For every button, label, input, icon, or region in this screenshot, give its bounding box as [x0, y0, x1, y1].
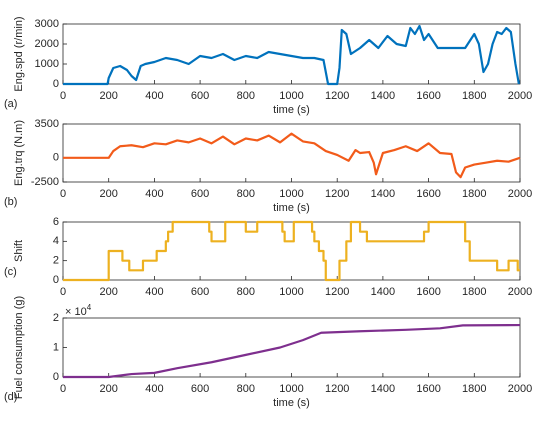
- x-tick-label: 0: [60, 383, 66, 395]
- x-tick-label: 1400: [371, 90, 395, 102]
- x-tick-label: 800: [237, 188, 255, 200]
- x-tick-label: 1200: [325, 188, 349, 200]
- data-line: [63, 220, 520, 282]
- y-tick-label: 2: [53, 255, 59, 267]
- y-scale-power: 4: [87, 303, 92, 312]
- x-tick-label: 1200: [325, 286, 349, 298]
- panel-label: (b): [4, 196, 17, 208]
- x-tick-label: 1800: [462, 90, 486, 102]
- x-tick-label: 600: [191, 383, 209, 395]
- x-tick-label: 1600: [416, 286, 440, 298]
- x-tick-label: 1600: [416, 90, 440, 102]
- x-tick-label: 800: [237, 90, 255, 102]
- x-axis-label: time (s): [273, 104, 310, 116]
- x-axis-label: time (s): [273, 397, 310, 409]
- x-tick-label: 1000: [279, 90, 303, 102]
- y-tick-label: 0: [53, 371, 59, 383]
- panel-label: (c): [4, 266, 17, 278]
- x-tick-label: 400: [145, 383, 163, 395]
- x-tick-label: 1400: [371, 383, 395, 395]
- y-tick-label: 1000: [35, 58, 59, 70]
- y-tick-label: 6: [53, 216, 59, 228]
- x-tick-label: 400: [145, 286, 163, 298]
- y-tick-label: -2500: [31, 176, 59, 188]
- y-scale-label: × 104: [65, 303, 92, 318]
- x-tick-label: 1000: [279, 286, 303, 298]
- x-tick-label: 400: [145, 90, 163, 102]
- x-tick-label: 1200: [325, 383, 349, 395]
- x-tick-label: 200: [100, 90, 118, 102]
- y-tick-label: 0: [53, 152, 59, 164]
- data-line: [63, 24, 520, 86]
- x-tick-label: 2000: [508, 286, 532, 298]
- x-tick-label: 0: [60, 286, 66, 298]
- data-line: [63, 323, 521, 379]
- x-tick-label: 2000: [508, 188, 532, 200]
- data-line: [63, 132, 521, 179]
- x-tick-label: 200: [100, 188, 118, 200]
- x-tick-label: 1600: [416, 188, 440, 200]
- y-tick-label: 2000: [35, 38, 59, 50]
- y-tick-label: 4: [53, 235, 59, 247]
- x-tick-label: 1800: [462, 188, 486, 200]
- panel-label: (d): [4, 391, 17, 403]
- x-tick-label: 1600: [416, 383, 440, 395]
- y-tick-label: 0: [53, 78, 59, 90]
- x-tick-label: 2000: [508, 383, 532, 395]
- x-tick-label: 600: [191, 286, 209, 298]
- y-tick-label: 2: [53, 312, 59, 324]
- x-tick-label: 1000: [279, 383, 303, 395]
- x-tick-label: 200: [100, 383, 118, 395]
- y-axis-label: Fuel consumption (g): [13, 296, 25, 399]
- y-tick-label: 3000: [35, 18, 59, 30]
- y-tick-label: 0: [53, 274, 59, 286]
- x-tick-label: 600: [191, 90, 209, 102]
- x-tick-label: 600: [191, 188, 209, 200]
- y-axis-label: Eng.spd (r/min): [13, 16, 25, 91]
- x-tick-label: 1000: [279, 188, 303, 200]
- x-axis-label: time (s): [273, 202, 310, 214]
- x-tick-label: 1400: [371, 188, 395, 200]
- x-tick-label: 1200: [325, 90, 349, 102]
- x-tick-label: 800: [237, 383, 255, 395]
- y-tick-label: 3500: [35, 118, 59, 130]
- x-tick-label: 1800: [462, 286, 486, 298]
- x-tick-label: 800: [237, 286, 255, 298]
- y-scale-base: × 10: [65, 306, 87, 318]
- panel-label: (a): [4, 98, 17, 110]
- y-tick-label: 1: [53, 341, 59, 353]
- x-tick-label: 1800: [462, 383, 486, 395]
- x-tick-label: 0: [60, 188, 66, 200]
- x-tick-label: 400: [145, 188, 163, 200]
- x-tick-label: 0: [60, 90, 66, 102]
- x-tick-label: 2000: [508, 90, 532, 102]
- y-axis-label: Shift: [13, 240, 25, 262]
- x-tick-label: 1400: [371, 286, 395, 298]
- x-tick-label: 200: [100, 286, 118, 298]
- y-axis-label: Eng.trq (N.m): [13, 120, 25, 186]
